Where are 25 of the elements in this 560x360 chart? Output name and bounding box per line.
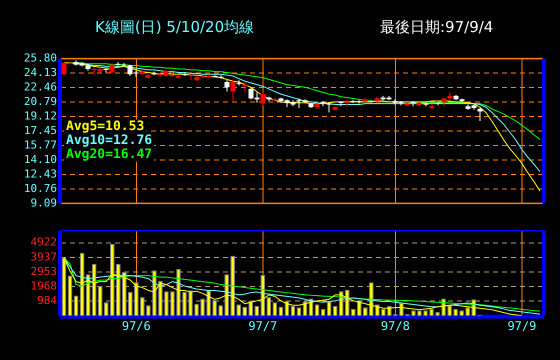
x-tick-label: 97/9 [507, 318, 536, 333]
y-tick-label: 9.09 [30, 196, 57, 210]
x-tick-label: 97/7 [248, 318, 278, 333]
y-tick-label: 12.43 [24, 167, 57, 180]
y-tick-label: 19.12 [24, 109, 57, 122]
y-tick-label: 3937 [30, 250, 57, 264]
y-tick-label: 2953 [30, 264, 57, 278]
x-tick-label: 97/8 [380, 318, 410, 333]
y-tick-label: 1968 [30, 279, 57, 292]
text: Avg10=12.76 [66, 132, 152, 148]
y-tick-label: 15.77 [24, 138, 57, 152]
y-tick-label: 22.46 [24, 80, 57, 94]
chart-title: K線圖(日) 5/10/20均線 [95, 18, 254, 37]
y-tick-label: 10.76 [24, 182, 57, 195]
y-tick-label: 984 [37, 294, 58, 307]
y-tick-label: 25.80 [24, 51, 57, 64]
text: Avg20=16.47 [66, 146, 152, 162]
text: Avg5=10.53 [66, 118, 144, 134]
y-tick-label: 20.79 [24, 94, 57, 108]
chart-subtitle: 最後日期:97/9/4 [380, 18, 494, 37]
y-tick-label: 4922 [30, 236, 57, 249]
x-tick-label: 97/6 [122, 318, 151, 333]
y-tick-label: 14.10 [24, 152, 57, 166]
y-tick-label: 24.13 [24, 66, 57, 79]
y-tick-label: 17.45 [24, 124, 57, 137]
